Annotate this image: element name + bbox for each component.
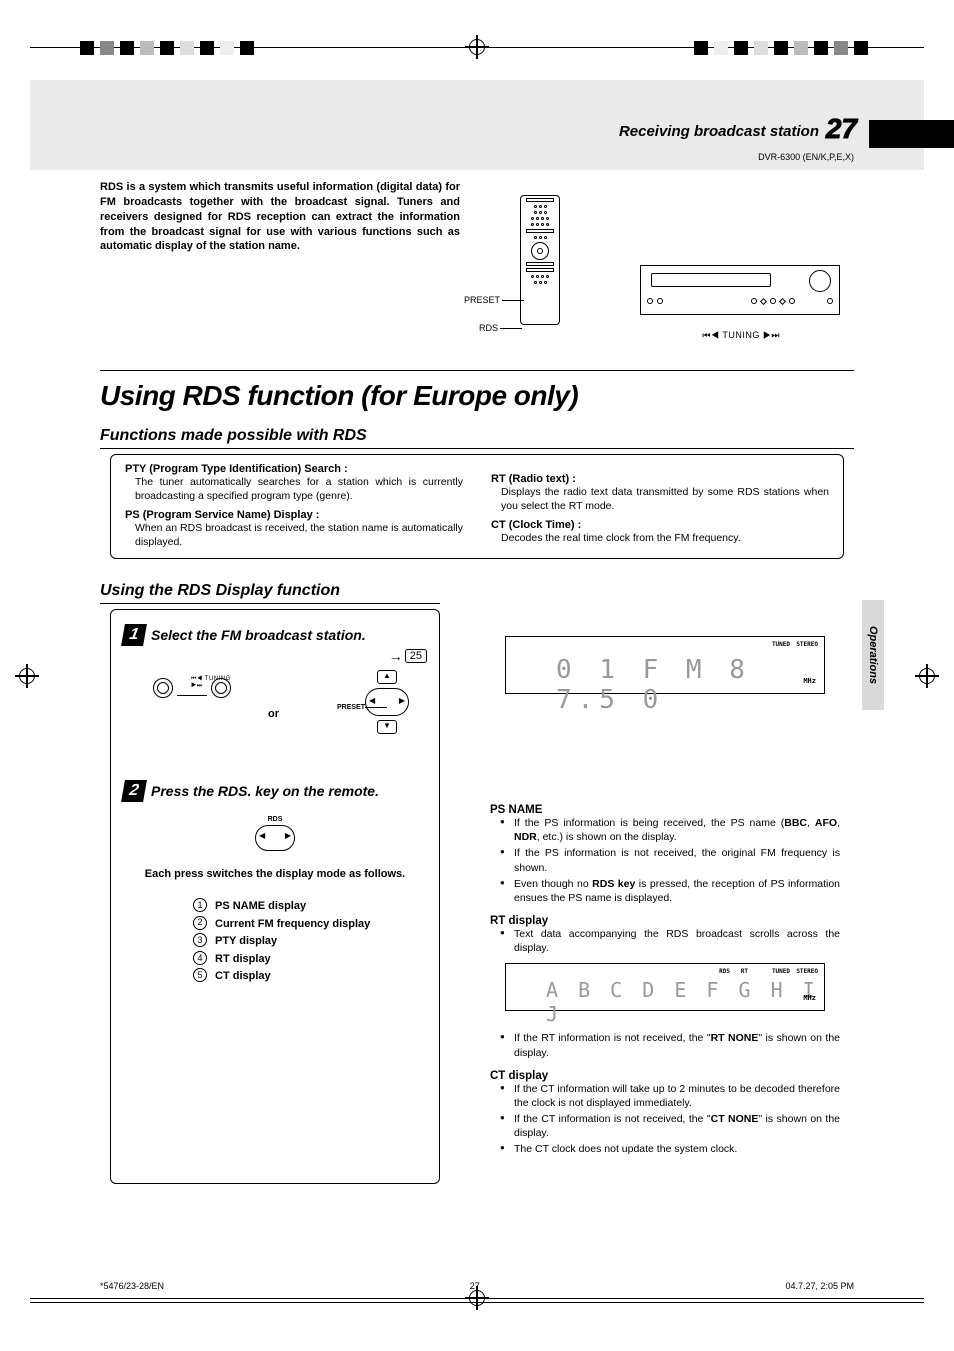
rt-body: Displays the radio text data transmitted…	[491, 486, 829, 513]
header-black-bar	[869, 120, 954, 148]
ct-item: If the CT information will take up to 2 …	[504, 1082, 840, 1110]
rds-small-label: RDS	[123, 816, 427, 823]
diagram-area: PRESET RDS ⏮◀ TUNING ▶⏭	[470, 195, 840, 355]
intro-paragraph: RDS is a system which transmits useful i…	[100, 180, 460, 254]
step2-title: Press the RDS. key on the remote.	[151, 783, 427, 799]
ct-title: CT display	[490, 1070, 840, 1082]
ct-section: CT display If the CT information will ta…	[490, 1070, 840, 1157]
lcd-display-1: TUNED STEREO 0 1 F M 8 7.5 0 MHz	[505, 636, 825, 694]
steps-box: 1 Select the FM broadcast station. →25 ⏮…	[110, 609, 440, 1184]
page: Receiving broadcast station 27 DVR-6300 …	[0, 0, 954, 1351]
ct-body: Decodes the real time clock from the FM …	[491, 532, 829, 546]
rt-title: RT (Radio text) :	[491, 473, 829, 485]
rt-section: RT display Text data accompanying the RD…	[490, 915, 840, 1060]
step1-header: 1 Select the FM broadcast station.	[123, 624, 427, 646]
page-ref: →25	[389, 648, 427, 664]
registration-cross-left	[15, 664, 39, 688]
psname-item: Even though no RDS key is pressed, the r…	[504, 877, 840, 905]
step2-header: 2 Press the RDS. key on the remote.	[123, 780, 427, 802]
preset-label: PRESET	[464, 295, 524, 305]
rt-item: Text data accompanying the RDS broadcast…	[504, 927, 840, 955]
main-heading: Using RDS function (for Europe only)	[100, 380, 578, 412]
subheading-functions: Functions made possible with RDS	[100, 427, 367, 445]
rule	[100, 448, 854, 449]
ct-item: If the CT information is not received, t…	[504, 1112, 840, 1140]
rule	[100, 603, 440, 604]
step2-num: 2	[121, 780, 147, 802]
section-title: Receiving broadcast station	[619, 123, 819, 140]
ct-title: CT (Clock Time) :	[491, 519, 829, 531]
page-number-large: 27	[826, 113, 857, 145]
pty-title: PTY (Program Type Identification) Search…	[125, 463, 463, 475]
psname-title: PS NAME	[490, 804, 840, 816]
rt-title: RT display	[490, 915, 840, 927]
remote-icon	[520, 195, 560, 325]
subheading-using: Using the RDS Display function	[100, 582, 340, 600]
doc-code: DVR-6300 (EN/K,P,E,X)	[758, 152, 854, 162]
ps-title: PS (Program Service Name) Display :	[125, 509, 463, 521]
mode-list: 1PS NAME display 2Current FM frequency d…	[193, 898, 427, 986]
lcd-display-2: RDS RT TUNED STEREO A B C D E F G H I J …	[505, 963, 825, 1011]
functions-col-left: PTY (Program Type Identification) Search…	[111, 455, 477, 558]
step1-diagram: ⏮◀ TUNING ▶⏭ or PRESET	[123, 670, 427, 750]
side-tab: Operations	[862, 600, 884, 710]
rt-item: If the RT information is not received, t…	[504, 1031, 840, 1059]
psname-item: If the PS information is being received,…	[504, 816, 840, 844]
rule	[30, 1302, 924, 1303]
registration-cross-right	[915, 664, 939, 688]
step1-title: Select the FM broadcast station.	[151, 627, 427, 643]
ps-body: When an RDS broadcast is received, the s…	[125, 522, 463, 549]
functions-col-right: RT (Radio text) : Displays the radio tex…	[477, 455, 843, 558]
remote-small-icon: PRESET	[327, 670, 407, 740]
registration-strip-bottom	[0, 1286, 954, 1311]
or-label: or	[268, 708, 279, 720]
registration-strip-top	[0, 35, 954, 60]
functions-box: PTY (Program Type Identification) Search…	[110, 454, 844, 559]
psname-item: If the PS information is not received, t…	[504, 846, 840, 874]
rule	[100, 370, 854, 371]
step1-num: 1	[121, 624, 147, 646]
ct-item: The CT clock does not update the system …	[504, 1142, 840, 1156]
right-column: TUNED STEREO 0 1 F M 8 7.5 0 MHz PS NAME…	[490, 636, 840, 1159]
rds-label: RDS	[479, 323, 522, 333]
pty-body: The tuner automatically searches for a s…	[125, 476, 463, 503]
tuning-label: ⏮◀ TUNING ▶⏭	[702, 330, 780, 341]
rds-button-diagram: RDS	[123, 816, 427, 854]
receiver-icon	[640, 265, 840, 315]
psname-section: PS NAME If the PS information is being r…	[490, 804, 840, 905]
step2-note: Each press switches the display mode as …	[123, 868, 427, 880]
